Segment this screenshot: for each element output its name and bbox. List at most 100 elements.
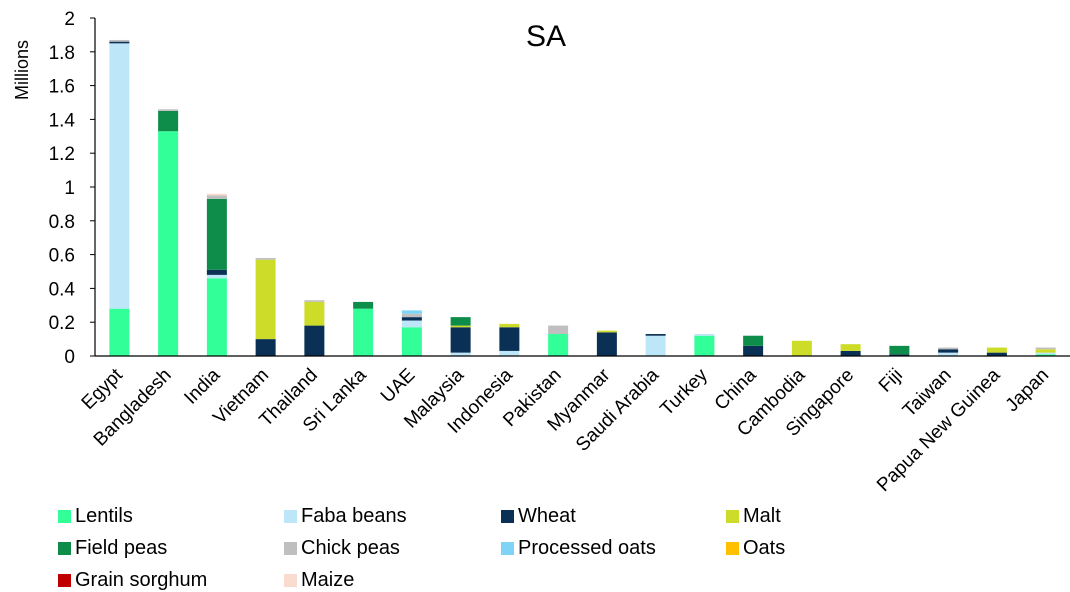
legend-swatch: [284, 542, 297, 555]
legend-swatch: [501, 542, 514, 555]
bar-segment-wheat: [889, 354, 910, 356]
bar-segment-wheat: [986, 352, 1007, 356]
bar-segment-wheat: [743, 345, 764, 356]
legend-label: Field peas: [75, 537, 168, 559]
bar-segment-chick-peas: [548, 325, 569, 335]
bar-segment-malt: [255, 259, 276, 340]
legend-label: Oats: [743, 537, 786, 559]
bar-segment-wheat: [401, 317, 422, 321]
bar-segment-lentils: [548, 334, 569, 356]
bars-group: [109, 39, 1056, 356]
bar-segment-chick-peas: [1035, 347, 1056, 350]
bar-segment-processed-oats: [401, 310, 422, 314]
legend-swatch: [58, 510, 71, 523]
bar-segment-field-peas: [743, 335, 764, 346]
bar-segment-wheat: [645, 334, 666, 336]
legend-item: Lentils: [58, 505, 133, 528]
bar-segment-lentils: [694, 335, 715, 356]
legend-swatch: [501, 510, 514, 523]
legend-item: Oats: [726, 537, 785, 560]
bar-segment-faba-beans: [938, 352, 959, 356]
bar-segment-faba-beans: [109, 43, 130, 309]
y-tick-label: 1.2: [49, 144, 75, 165]
bar-segment-malt: [499, 323, 520, 328]
legend-label: Malt: [743, 505, 781, 527]
bar-segment-malt: [304, 301, 325, 326]
y-tick-label: 1.4: [49, 110, 76, 131]
y-tick-label: 0.2: [49, 313, 75, 334]
bar-segment-chick-peas: [158, 109, 179, 111]
legend-label: Processed oats: [518, 537, 656, 559]
x-tick-label: India: [180, 364, 224, 408]
bar-segment-chick-peas: [401, 313, 422, 318]
legend-item: Grain sorghum: [58, 569, 207, 592]
bar-segment-malt: [450, 325, 471, 328]
bar-segment-faba-beans: [645, 335, 666, 356]
bar-segment-wheat: [255, 339, 276, 356]
bar-segment-wheat: [499, 327, 520, 351]
legend-item: Chick peas: [284, 537, 400, 560]
legend-item: Field peas: [58, 537, 167, 560]
bar-segment-faba-beans: [206, 274, 227, 279]
y-tick-label: 1: [64, 178, 75, 199]
bar-segment-lentils: [206, 278, 227, 356]
bar-segment-wheat: [206, 269, 227, 275]
bar-segment-field-peas: [206, 198, 227, 270]
bar-segment-faba-beans: [1035, 352, 1056, 355]
y-tick-label: 0.4: [49, 279, 76, 300]
bar-segment-chick-peas: [109, 39, 130, 42]
x-tick-label: Fiji: [875, 365, 907, 397]
bar-segment-lentils: [353, 308, 374, 356]
bar-segment-field-peas: [450, 317, 471, 326]
y-tick-label: 0.8: [49, 212, 75, 233]
y-tick-label: 2: [64, 9, 75, 30]
y-axis-ticks: 0 0.2 0.4 0.6 0.8 1 1.2 1.4 1.6 1.8 2: [49, 9, 95, 368]
x-tick-label: Japan: [1002, 365, 1053, 416]
bar-segment-faba-beans: [401, 320, 422, 328]
bar-segment-wheat: [109, 41, 130, 44]
bar-segment-wheat: [304, 325, 325, 356]
bar-segment-lentils: [1035, 354, 1056, 356]
legend-item: Processed oats: [501, 537, 656, 560]
legend-label: Faba beans: [301, 505, 407, 527]
legend-item: Maize: [284, 569, 354, 592]
bar-segment-malt: [1035, 349, 1056, 353]
bar-segment-chick-peas: [255, 257, 276, 260]
bar-segment-chick-peas: [206, 195, 227, 199]
bar-segment-faba-beans: [450, 352, 471, 356]
legend-label: Lentils: [75, 505, 133, 527]
legend-swatch: [58, 542, 71, 555]
bar-segment-field-peas: [158, 110, 179, 132]
y-tick-label: 1.6: [49, 77, 75, 98]
legend-item: Faba beans: [284, 505, 407, 528]
legend-label: Grain sorghum: [75, 569, 208, 591]
bar-segment-wheat: [450, 327, 471, 353]
legend-label: Wheat: [518, 505, 576, 527]
legend-swatch: [284, 510, 297, 523]
bar-segment-maize: [206, 193, 227, 196]
bar-segment-chick-peas: [938, 347, 959, 350]
chart-title: SA: [526, 20, 566, 53]
bar-segment-malt: [840, 344, 861, 351]
legend-label: Chick peas: [301, 537, 400, 559]
legend-swatch: [58, 574, 71, 587]
y-tick-label: 1.8: [49, 43, 75, 64]
bar-segment-lentils: [401, 327, 422, 356]
legend-label: Maize: [301, 569, 355, 591]
legend-item: Wheat: [501, 505, 576, 528]
bar-segment-field-peas: [889, 345, 910, 355]
y-axis-title: Millions: [12, 40, 32, 100]
legend-swatch: [284, 574, 297, 587]
bar-segment-wheat: [938, 349, 959, 353]
legend-swatch: [726, 510, 739, 523]
x-tick-label: UAE: [377, 365, 419, 407]
bar-segment-faba-beans: [694, 334, 715, 336]
y-tick-label: 0.6: [49, 246, 75, 267]
x-tick-label: Turkey: [656, 364, 712, 420]
bar-segment-field-peas: [353, 301, 374, 309]
legend-swatch: [726, 542, 739, 555]
y-tick-label: 0: [64, 347, 75, 368]
bar-segment-faba-beans: [499, 350, 520, 356]
